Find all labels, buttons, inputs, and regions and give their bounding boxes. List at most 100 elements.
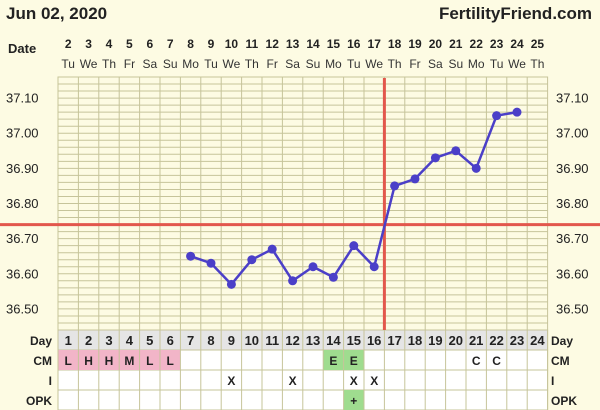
cm-row-label-right: CM xyxy=(551,354,570,368)
temperature-point xyxy=(492,111,502,121)
cycle-day-label: 20 xyxy=(449,333,463,348)
y-tick-label-left: 36.70 xyxy=(6,231,39,246)
cm-value-label: C xyxy=(492,354,501,368)
weekday-tick-label: Sa xyxy=(285,57,300,71)
cm-cell-highlight xyxy=(78,350,99,370)
cycle-day-label: 10 xyxy=(245,333,259,348)
site-brand: FertilityFriend.com xyxy=(438,4,592,23)
date-tick-label: 21 xyxy=(449,37,463,51)
cm-value-label: H xyxy=(105,354,114,368)
date-tick-label: 25 xyxy=(531,37,545,51)
temperature-point xyxy=(267,244,277,254)
cm-cell-highlight xyxy=(160,350,181,370)
y-tick-label-right: 36.80 xyxy=(556,196,589,211)
weekday-tick-label: Th xyxy=(102,57,116,71)
cm-value-label: L xyxy=(65,354,72,368)
weekday-tick-label: Mo xyxy=(325,57,342,71)
cycle-day-label: 14 xyxy=(326,333,341,348)
opk-row-label-left: OPK xyxy=(26,394,52,408)
temperature-point xyxy=(349,241,359,251)
date-tick-label: 3 xyxy=(85,37,92,51)
y-tick-label-right: 36.60 xyxy=(556,266,589,281)
cycle-day-label: 5 xyxy=(146,333,153,348)
date-tick-label: 11 xyxy=(245,37,258,51)
date-tick-label: 6 xyxy=(146,37,153,51)
weekday-tick-label: Fr xyxy=(267,57,278,71)
y-tick-label-right: 37.10 xyxy=(556,91,589,106)
weekday-tick-label: Mo xyxy=(182,57,199,71)
cycle-day-label: 23 xyxy=(510,333,524,348)
cm-cell-highlight xyxy=(343,350,364,370)
cycle-day-label: 9 xyxy=(228,333,235,348)
cycle-day-label: 8 xyxy=(207,333,214,348)
y-tick-label-left: 36.60 xyxy=(6,266,39,281)
weekday-tick-label: Fr xyxy=(124,57,135,71)
date-tick-label: 18 xyxy=(388,37,402,51)
temperature-point xyxy=(512,107,522,117)
y-tick-label-right: 36.50 xyxy=(556,301,589,316)
cm-cell-highlight xyxy=(139,350,160,370)
date-tick-label: 17 xyxy=(368,37,382,51)
cycle-day-label: 3 xyxy=(105,333,112,348)
cycle-day-label: 15 xyxy=(347,333,361,348)
day-row-label-left: Day xyxy=(30,334,52,348)
cycle-day-label: 16 xyxy=(367,333,381,348)
weekday-tick-label: Tu xyxy=(490,57,504,71)
temperature-point xyxy=(288,276,298,286)
weekday-tick-label: Mo xyxy=(468,57,485,71)
cycle-day-label: 21 xyxy=(469,333,483,348)
date-tick-label: 22 xyxy=(470,37,484,51)
date-tick-label: 9 xyxy=(208,37,215,51)
date-tick-label: 19 xyxy=(408,37,422,51)
cm-cell-highlight xyxy=(119,350,140,370)
date-tick-label: 2 xyxy=(65,37,72,51)
y-tick-label-right: 36.90 xyxy=(556,161,589,176)
i-row-label-right: I xyxy=(551,374,554,388)
intercourse-mark: X xyxy=(350,374,358,388)
date-tick-label: 7 xyxy=(167,37,174,51)
cm-cell-highlight xyxy=(323,350,344,370)
cycle-day-label: 4 xyxy=(126,333,134,348)
weekday-tick-label: Th xyxy=(245,57,259,71)
cycle-day-label: 19 xyxy=(428,333,442,348)
weekday-tick-label: Th xyxy=(388,57,402,71)
weekday-tick-label: We xyxy=(80,57,98,71)
cycle-day-label: 17 xyxy=(387,333,401,348)
weekday-tick-label: Su xyxy=(448,57,463,71)
weekday-tick-label: Tu xyxy=(61,57,75,71)
temperature-point xyxy=(390,181,400,191)
date-tick-label: 12 xyxy=(266,37,280,51)
date-tick-label: 23 xyxy=(490,37,504,51)
temperature-point xyxy=(410,174,420,184)
i-row-label-left: I xyxy=(49,374,52,388)
weekday-tick-label: We xyxy=(365,57,383,71)
temperature-point xyxy=(471,163,481,173)
cycle-day-label: 24 xyxy=(530,333,545,348)
date-tick-label: 24 xyxy=(510,37,524,51)
chart-date: Jun 02, 2020 xyxy=(6,4,108,23)
cm-value-label: L xyxy=(167,354,174,368)
intercourse-mark: X xyxy=(227,374,235,388)
cycle-day-label: 11 xyxy=(265,333,279,348)
cycle-day-label: 22 xyxy=(489,333,503,348)
date-row-label: Date xyxy=(8,41,36,56)
cycle-day-label: 6 xyxy=(167,333,174,348)
date-tick-label: 10 xyxy=(225,37,239,51)
cycle-day-label: 12 xyxy=(285,333,299,348)
y-tick-label-left: 36.90 xyxy=(6,161,39,176)
y-tick-label-left: 37.10 xyxy=(6,91,39,106)
date-tick-label: 4 xyxy=(106,37,113,51)
weekday-tick-label: Sa xyxy=(142,57,157,71)
date-tick-label: 14 xyxy=(306,37,320,51)
cycle-day-label: 7 xyxy=(187,333,194,348)
cycle-day-label: 18 xyxy=(408,333,422,348)
weekday-tick-label: Tu xyxy=(204,57,218,71)
cm-value-label: H xyxy=(84,354,93,368)
intercourse-mark: X xyxy=(289,374,297,388)
cm-row-label-left: CM xyxy=(33,354,52,368)
cm-value-label: M xyxy=(124,354,134,368)
weekday-tick-label: Fr xyxy=(409,57,420,71)
cm-cell-highlight xyxy=(58,350,79,370)
